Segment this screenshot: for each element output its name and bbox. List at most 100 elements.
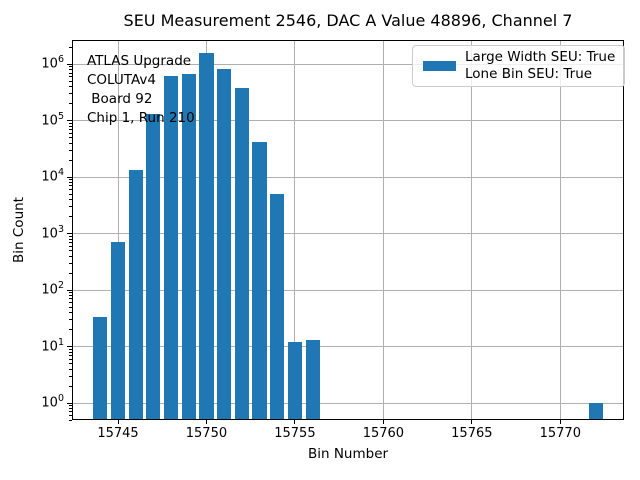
y-minor-tick bbox=[69, 46, 72, 48]
x-axis-label: Bin Number bbox=[307, 446, 389, 462]
y-minor-tick bbox=[69, 66, 72, 68]
y-minor-tick bbox=[69, 76, 72, 78]
y-minor-tick bbox=[69, 348, 72, 350]
x-tick-label: 15755 bbox=[274, 426, 316, 441]
x-tick bbox=[471, 420, 473, 424]
x-tick bbox=[294, 420, 296, 424]
y-tick-label: 103 bbox=[41, 223, 64, 241]
x-tick bbox=[117, 420, 119, 424]
y-minor-tick bbox=[69, 159, 72, 161]
y-minor-tick bbox=[69, 368, 72, 370]
y-minor-tick bbox=[69, 306, 72, 308]
y-minor-tick bbox=[69, 179, 72, 181]
y-gridline bbox=[73, 289, 623, 291]
y-minor-tick bbox=[69, 206, 72, 208]
y-gridline bbox=[73, 120, 623, 122]
y-minor-tick bbox=[69, 385, 72, 387]
y-minor-tick bbox=[69, 329, 72, 331]
y-minor-tick bbox=[69, 235, 72, 237]
bar bbox=[217, 69, 232, 419]
legend-labels: Large Width SEU: True Lone Bin SEU: True bbox=[465, 49, 615, 82]
x-tick bbox=[382, 420, 384, 424]
x-tick-label: 15750 bbox=[185, 426, 228, 441]
y-minor-tick bbox=[69, 125, 72, 127]
legend-label-lone-bin: Lone Bin SEU: True bbox=[465, 65, 593, 82]
y-minor-tick bbox=[69, 262, 72, 264]
legend: Large Width SEU: True Lone Bin SEU: True bbox=[412, 45, 626, 87]
y-minor-tick bbox=[69, 129, 72, 131]
plot-area bbox=[72, 40, 624, 420]
y-minor-tick bbox=[69, 185, 72, 187]
y-minor-tick bbox=[69, 245, 72, 247]
y-minor-tick bbox=[69, 295, 72, 297]
y-tick-label: 105 bbox=[41, 110, 64, 129]
y-minor-tick bbox=[69, 272, 72, 274]
y-minor-tick bbox=[69, 199, 72, 201]
y-minor-tick bbox=[69, 319, 72, 321]
bar bbox=[93, 316, 108, 419]
y-minor-tick bbox=[69, 103, 72, 105]
x-gridline bbox=[471, 41, 473, 419]
y-minor-tick bbox=[69, 354, 72, 356]
y-minor-tick bbox=[69, 415, 72, 417]
y-gridline bbox=[73, 346, 623, 348]
x-tick-label: 15770 bbox=[539, 426, 581, 441]
y-minor-tick bbox=[69, 137, 72, 139]
y-tick bbox=[67, 63, 72, 65]
y-minor-tick bbox=[69, 132, 72, 134]
bar bbox=[270, 194, 285, 419]
y-tick-label: 100 bbox=[41, 393, 64, 411]
y-minor-tick bbox=[69, 407, 72, 409]
y-minor-tick bbox=[69, 419, 72, 421]
y-tick bbox=[67, 402, 72, 404]
y-minor-tick bbox=[69, 80, 72, 82]
x-gridline bbox=[382, 41, 384, 419]
y-gridline bbox=[73, 63, 623, 65]
y-tick bbox=[67, 120, 72, 122]
bar bbox=[164, 76, 179, 419]
y-tick bbox=[67, 233, 72, 235]
bar bbox=[588, 403, 603, 419]
x-tick-label: 15760 bbox=[362, 426, 405, 441]
y-minor-tick bbox=[69, 189, 72, 191]
y-minor-tick bbox=[69, 358, 72, 360]
bar bbox=[199, 52, 214, 419]
y-tick-label: 101 bbox=[41, 336, 64, 354]
y-tick bbox=[67, 346, 72, 348]
y-minor-tick bbox=[69, 298, 72, 300]
x-tick bbox=[205, 420, 207, 424]
y-minor-tick bbox=[69, 69, 72, 71]
x-gridline bbox=[559, 41, 561, 419]
x-gridline bbox=[117, 41, 119, 419]
y-minor-tick bbox=[69, 93, 72, 95]
y-tick bbox=[67, 289, 72, 291]
chart-title: SEU Measurement 2546, DAC A Value 48896,… bbox=[123, 11, 573, 30]
bar bbox=[128, 169, 143, 419]
y-minor-tick bbox=[69, 255, 72, 257]
y-minor-tick bbox=[69, 72, 72, 74]
y-gridline bbox=[73, 402, 623, 404]
y-minor-tick bbox=[69, 405, 72, 407]
y-minor-tick bbox=[69, 292, 72, 294]
y-minor-tick bbox=[69, 241, 72, 243]
x-gridline bbox=[294, 41, 296, 419]
y-tick-label: 106 bbox=[41, 54, 64, 72]
y-minor-tick bbox=[69, 142, 72, 144]
bar bbox=[110, 242, 126, 419]
y-minor-tick bbox=[69, 182, 72, 184]
y-minor-tick bbox=[69, 411, 72, 413]
bar bbox=[252, 142, 267, 419]
annotation-text: ATLAS Upgrade COLUTAv4 Board 92 Chip 1, … bbox=[87, 53, 195, 126]
y-gridline bbox=[73, 233, 623, 235]
y-minor-tick bbox=[69, 193, 72, 195]
y-tick-label: 102 bbox=[41, 280, 64, 298]
y-minor-tick bbox=[69, 216, 72, 218]
bar bbox=[305, 340, 320, 419]
y-minor-tick bbox=[69, 351, 72, 353]
x-tick bbox=[559, 420, 561, 424]
y-minor-tick bbox=[69, 149, 72, 151]
y-minor-tick bbox=[69, 238, 72, 240]
x-tick-label: 15745 bbox=[97, 426, 139, 441]
y-tick-label: 104 bbox=[41, 167, 64, 185]
